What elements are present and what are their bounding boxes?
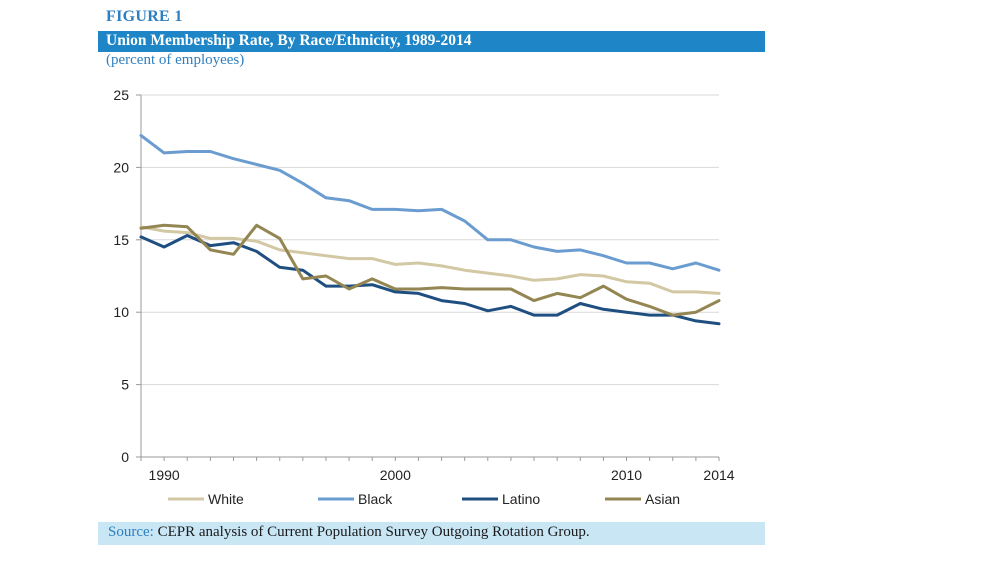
- figure-label: FIGURE 1: [106, 8, 183, 25]
- chart-title: Union Membership Rate, By Race/Ethnicity…: [106, 32, 472, 49]
- x-tick-label: 2000: [380, 467, 411, 483]
- series-line-black: [139, 134, 721, 272]
- y-tick-label: 5: [121, 377, 129, 393]
- y-tick-label: 25: [113, 87, 129, 103]
- x-tick-label: 1990: [149, 467, 180, 483]
- legend-label-white: White: [208, 491, 244, 507]
- legend-label-latino: Latino: [502, 491, 540, 507]
- y-tick-label: 10: [113, 304, 129, 320]
- chart-subtitle: (percent of employees): [106, 52, 245, 68]
- y-tick-label: 0: [121, 449, 129, 465]
- series-line-asian: [139, 223, 721, 317]
- source-bar: Source: CEPR analysis of Current Populat…: [98, 522, 765, 545]
- x-tick-label: 2010: [611, 467, 642, 483]
- source-body: CEPR analysis of Current Population Surv…: [153, 524, 590, 540]
- title-bar: Union Membership Rate, By Race/Ethnicity…: [98, 31, 765, 52]
- legend-label-asian: Asian: [645, 491, 680, 507]
- series-line-white: [139, 225, 721, 295]
- y-tick-label: 15: [113, 232, 129, 248]
- y-tick-label: 20: [113, 159, 129, 175]
- x-tick-label: 2014: [703, 467, 734, 483]
- legend-label-black: Black: [358, 491, 393, 507]
- source-note: Source: CEPR analysis of Current Populat…: [108, 524, 590, 541]
- series-line-latino: [139, 234, 721, 326]
- source-prefix: Source:: [108, 524, 154, 540]
